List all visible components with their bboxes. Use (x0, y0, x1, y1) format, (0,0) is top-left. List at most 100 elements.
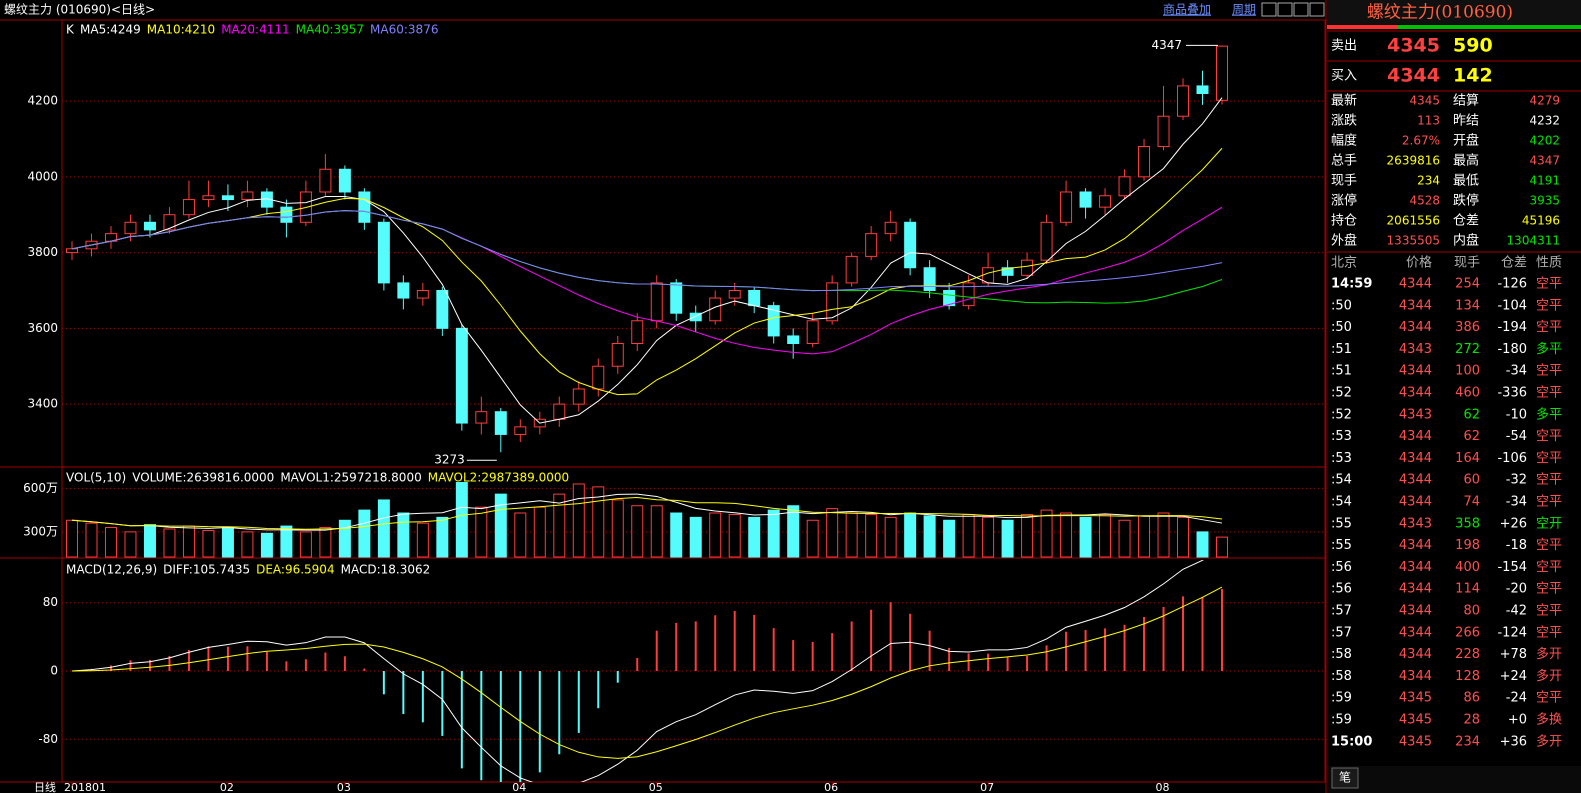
candle-body (826, 282, 839, 322)
trade-cell: 空平 (1536, 473, 1562, 488)
ma-line (71, 210, 1223, 292)
price-area (66, 45, 1228, 453)
stat-value: 234 (1417, 174, 1440, 188)
trade-cell: +36 (1500, 734, 1527, 749)
y-tick-label: 3400 (27, 397, 58, 411)
volume-bar (943, 519, 956, 558)
volume-bar (1157, 512, 1170, 558)
link[interactable]: 商品叠加 (1163, 2, 1211, 17)
trade-cell: :50 (1331, 320, 1352, 335)
order-volume: 590 (1453, 35, 1493, 57)
trade-cell: 多开 (1536, 646, 1562, 662)
trade-cell: -124 (1497, 625, 1527, 640)
volume-bar (221, 527, 234, 558)
ma-legend: MA40:3957 (296, 23, 364, 37)
trade-cell: 空平 (1536, 320, 1562, 335)
diff-line (71, 560, 1204, 782)
trade-cell: 80 (1463, 604, 1480, 619)
trade-cell: :56 (1331, 582, 1352, 597)
trade-cell: 100 (1455, 364, 1480, 379)
stat-value: 4279 (1529, 94, 1560, 108)
candle-body (182, 199, 195, 216)
stat-label: 结算 (1453, 94, 1479, 109)
trade-cell: +0 (1508, 713, 1527, 728)
trade-cell: 358 (1455, 516, 1480, 531)
volume-bar (299, 531, 312, 558)
x-tick-label: 201801 (64, 781, 106, 793)
volume-bar (904, 512, 917, 558)
stat-value: 4345 (1409, 94, 1440, 108)
trade-cell: 空平 (1536, 604, 1562, 619)
volume-bar (592, 486, 605, 558)
stat-label: 昨结 (1453, 114, 1479, 129)
stat-value: 113 (1417, 114, 1440, 128)
stat-value: 4347 (1529, 154, 1560, 168)
trade-cell: -24 (1506, 691, 1527, 706)
trade-cell: 空平 (1536, 364, 1562, 379)
x-tick-label: 03 (337, 781, 351, 793)
btn[interactable] (1293, 2, 1309, 17)
candle-body (241, 191, 254, 201)
candle-body (1079, 191, 1092, 208)
trade-cell: 198 (1455, 538, 1480, 553)
volume-bar (241, 531, 254, 558)
volume-bar (1021, 513, 1034, 558)
trade-cell: 4344 (1399, 560, 1432, 575)
trade-cell: 400 (1455, 560, 1480, 575)
candle-body (455, 327, 468, 424)
tab[interactable] (1331, 767, 1359, 789)
candle-body (124, 221, 137, 235)
tab-bar (1327, 766, 1581, 793)
candle-body (592, 365, 605, 390)
trade-cell: 空开 (1536, 516, 1562, 531)
candle-body (1001, 267, 1014, 276)
trade-cell: :54 (1331, 473, 1352, 488)
candle-body (845, 255, 858, 284)
order-price: 4345 (1387, 35, 1440, 57)
trade-cell: 234 (1455, 734, 1480, 749)
btn[interactable] (1309, 2, 1325, 17)
trade-cell: -10 (1506, 407, 1527, 422)
volume-bar (1040, 509, 1053, 558)
link[interactable]: 周期 (1232, 3, 1256, 17)
volume-bar (923, 515, 936, 558)
volume-bar (865, 513, 878, 558)
stat-label: 最新 (1331, 93, 1357, 109)
btn[interactable] (1261, 2, 1277, 17)
candle-body (202, 195, 215, 201)
trade-cell: 4344 (1399, 364, 1432, 379)
trade-cell: 4344 (1399, 386, 1432, 401)
x-tick-label: 08 (1156, 781, 1170, 793)
y-tick-label: 4000 (27, 169, 58, 183)
candle-body (494, 411, 507, 435)
trade-cell: 多开 (1536, 668, 1562, 684)
bar-green (1397, 25, 1581, 29)
trade-cell: :52 (1331, 386, 1352, 401)
trade-cell: :55 (1331, 516, 1352, 531)
candle-body (1040, 221, 1053, 261)
volume-bar (1118, 519, 1131, 558)
trade-cell: +26 (1500, 516, 1527, 531)
volume-bar (514, 512, 527, 558)
trade-cell: 15:00 (1331, 734, 1372, 749)
trade-cell: -20 (1506, 582, 1527, 597)
ma-line (71, 97, 1223, 424)
candle-body (787, 335, 800, 345)
trade-cell: 空平 (1536, 451, 1562, 466)
btn[interactable] (1277, 2, 1293, 17)
stat-label: 幅度 (1331, 133, 1357, 149)
volume-bar (1196, 531, 1209, 558)
stat-value: 1335505 (1387, 234, 1440, 248)
trade-cell: 空平 (1536, 625, 1562, 640)
order-label: 卖出 (1331, 39, 1357, 54)
candle-body (163, 214, 176, 231)
candle-body (319, 168, 332, 193)
candle-body (416, 289, 429, 299)
stat-label: 持仓 (1331, 214, 1357, 229)
volume-bar (826, 508, 839, 558)
panel-legend: DIFF:105.7435 (163, 563, 250, 577)
x-tick-label: 02 (220, 781, 234, 793)
candle-body (572, 388, 585, 405)
trade-cell: 空平 (1536, 560, 1562, 575)
